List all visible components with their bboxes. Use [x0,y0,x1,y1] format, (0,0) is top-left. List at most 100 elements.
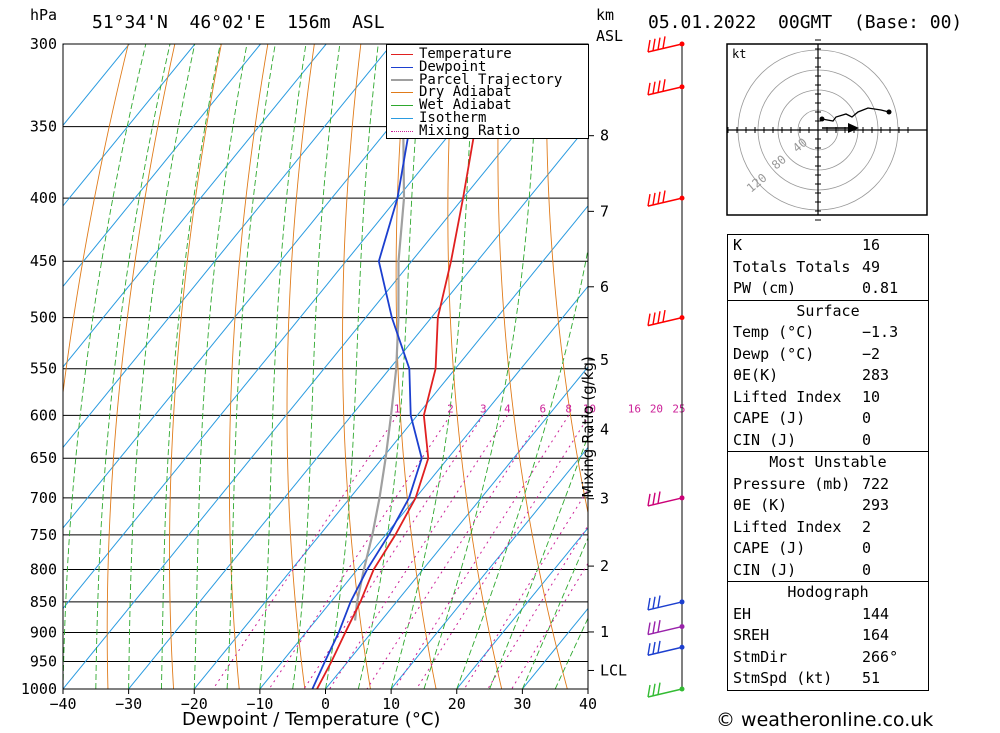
legend-item: Isotherm [387,111,588,125]
mixing-ratio-line [463,488,588,689]
height-unit-asl: ASL [596,27,624,45]
row-value: 293 [862,496,890,514]
row-value: 0 [862,539,872,557]
row-value: −2 [862,344,881,363]
row-label: StmSpd (kt) [733,669,833,687]
wet-adiabat-line [95,44,171,689]
x-tick-label: −30 [115,695,142,713]
row-value: 0 [862,409,872,427]
row-label: SREH [733,626,770,644]
mixing-ratio-line [487,524,588,689]
wind-barb-feather [662,190,666,203]
wind-barb-feather [657,620,661,633]
row-label: Temp (°C) [733,323,815,341]
parcel-trajectory-line [353,44,413,621]
row-label: CIN (J) [733,560,797,579]
mixing-ratio-label: 6 [539,402,546,415]
isotherm-line [193,205,588,689]
legend-swatch [391,66,413,68]
wind-barb-feather [652,38,656,51]
legend-swatch [391,92,413,94]
legend-item: Dry Adiabat [387,86,588,99]
mixing-ratio-label: 4 [504,402,511,415]
wind-barb-feather [652,641,656,655]
hodograph-section: Hodograph EH 144 SREH 164 StmDir 266° StmSpd (… [728,581,928,690]
legend-label: Dry Adiabat [419,84,512,101]
table-row: θE(K) 283 [728,365,928,387]
isotherm-line [390,446,588,689]
hodograph-end-point [886,109,892,115]
table-row: StmSpd (kt) 51 [728,668,928,690]
row-label: θE(K) [733,366,779,384]
wet-adiabat-line [489,434,588,689]
wet-adiabat-line [292,44,341,689]
hodograph-title: Hodograph [787,583,869,601]
table-row: SREH 164 [728,625,928,647]
pressure-tick-label: 400 [30,189,57,207]
row-label: Totals Totals [733,257,851,276]
indices-table: K 16 Totals Totals 49 PW (cm) 0.81 Surface Te… [727,234,929,691]
table-row: θE (K) 293 [728,495,928,517]
legend-label: Dewpoint [419,58,487,75]
legend-item: Wet Adiabat [387,98,588,112]
row-value: 283 [862,366,890,384]
km-tick-label: LCL [600,661,627,679]
isotherm-line [63,44,130,127]
legend-swatch [391,53,413,55]
wind-barb-feather [657,491,661,504]
row-label: StmDir [733,647,788,666]
wind-barb-feather [647,684,651,698]
x-tick-label: 10 [382,695,400,713]
row-label: CAPE (J) [733,409,806,427]
dry-adiabat-line [919,44,1000,689]
wind-barb-feather [657,37,661,50]
table-row: Pressure (mb) 722 [728,474,928,496]
table-row: CAPE (J) 0 [728,408,928,430]
most-unstable-section: Most Unstable Pressure (mb) 722 θE (K) 293 L… [728,451,928,581]
wet-adiabat-line [226,44,276,689]
row-label: θE (K) [733,496,788,514]
mixing-ratio-line [394,415,570,689]
row-value: 10 [862,387,881,406]
row-value: 722 [862,474,890,493]
table-row: Totals Totals 49 [728,257,928,279]
pressure-tick-label: 950 [30,653,57,671]
wet-adiabat-line [128,44,196,689]
row-value: 16 [862,236,881,254]
x-tick-label: −40 [49,695,76,713]
wet-adiabat-line [325,44,379,689]
dry-adiabat-line [286,44,315,689]
row-label: CIN (J) [733,430,797,449]
row-value: 0.81 [862,279,899,297]
mixing-ratio-line [329,415,508,689]
pressure-tick-label: 550 [30,360,57,378]
mixing-ratio-label: 3 [480,402,487,415]
wind-barb-feather [647,194,651,207]
pressure-tick-label: 600 [30,406,57,424]
dry-adiabat-line [447,44,503,689]
dry-adiabat-line [169,44,222,689]
legend-swatch [391,117,413,119]
pressure-tick-label: 650 [30,449,57,467]
wind-barb-feather [652,312,656,325]
row-value: 2 [862,517,872,536]
isotherm-line [63,44,393,449]
km-tick-label: 3 [600,490,609,508]
pressure-tick-label: 750 [30,526,57,544]
wind-barb-feather [652,683,656,696]
x-tick-label: 40 [579,695,597,713]
storm-motion-arrow [848,123,859,133]
wet-adiabat-line [554,617,588,689]
legend-item: Mixing Ratio [387,124,588,138]
isotherm-line [63,44,327,368]
row-value: 266° [862,647,899,666]
pressure-tick-label: 450 [30,252,57,270]
pressure-tick-label: 350 [30,118,57,136]
table-row: PW (cm) 0.81 [728,278,928,300]
isotherm-line [521,607,588,689]
wet-adiabat-line [423,44,540,689]
table-row: CAPE (J) 0 [728,538,928,560]
wind-barb-feather [652,596,656,609]
wind-barb-feather [652,81,656,94]
